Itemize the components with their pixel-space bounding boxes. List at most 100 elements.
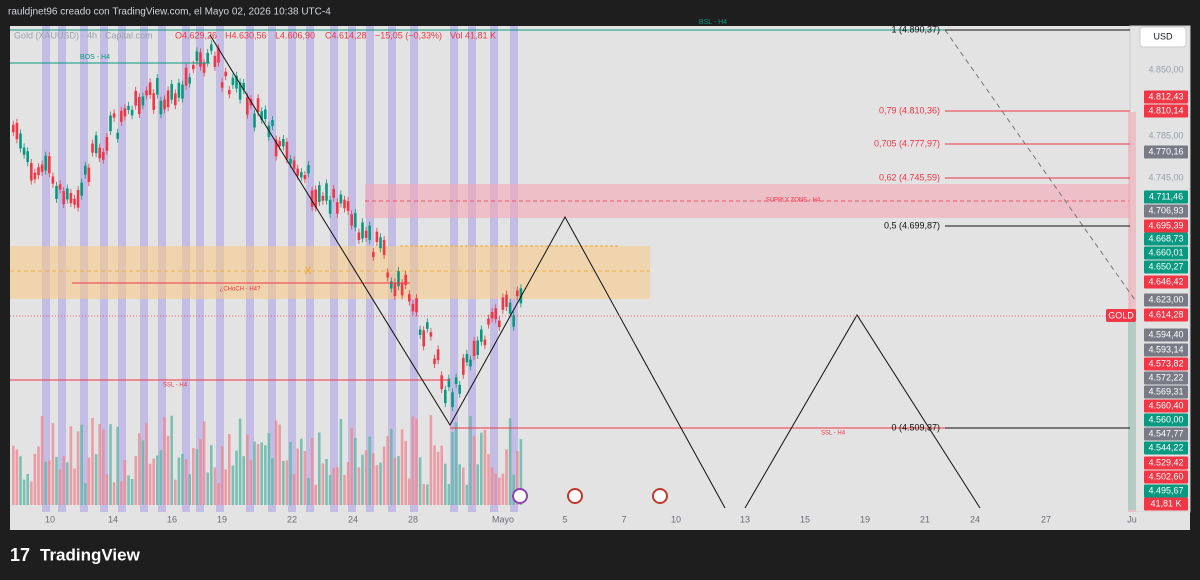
candle: [382, 239, 386, 255]
candle: [426, 322, 429, 329]
price-tag-bg: [1144, 399, 1188, 413]
volume-bar: [192, 448, 195, 505]
candle: [253, 113, 256, 128]
volume-bar: [375, 465, 379, 505]
volume-bar: [508, 418, 512, 505]
volume-bar: [238, 418, 242, 505]
candle: [386, 272, 389, 278]
currency-button[interactable]: [1139, 26, 1187, 48]
candle: [134, 90, 137, 106]
candle: [354, 213, 357, 228]
time-label: 13: [740, 514, 750, 524]
price-tag: 41,81 K: [1150, 498, 1181, 508]
time-label: 19: [860, 514, 870, 524]
fib-label: 1 (4.890,37): [891, 24, 940, 34]
symbol-tag: GOLD: [1108, 310, 1134, 320]
candle: [440, 375, 443, 390]
volume-bar: [343, 474, 346, 505]
price-tag-bg: [1144, 219, 1188, 233]
price-tag-bg: [1144, 275, 1188, 289]
candle: [238, 82, 242, 100]
fib-label: 0 (4.509,37): [891, 422, 940, 432]
candle: [51, 176, 55, 184]
volume-bar: [462, 467, 465, 505]
volume-bar: [519, 439, 523, 505]
price-tag: 4.706,93: [1148, 205, 1183, 215]
candle: [314, 189, 317, 208]
candle: [278, 140, 281, 147]
candle: [292, 160, 296, 169]
candle: [404, 274, 407, 286]
volume-bar: [134, 455, 137, 505]
fib-label: 0,705 (4.777,97): [874, 138, 940, 148]
volume-bar: [336, 467, 339, 505]
volume-bar: [271, 458, 274, 505]
legend-low: L4.606,90: [275, 30, 315, 40]
supply-label: SUPPLY ZONE - H4: [766, 198, 821, 204]
candle: [393, 282, 397, 297]
volume-bar: [411, 416, 415, 505]
time-label: Ju: [1127, 514, 1137, 524]
volume-bar: [152, 458, 155, 505]
candle: [505, 294, 508, 307]
volume-bar: [426, 484, 429, 505]
volume-bar: [66, 462, 69, 505]
candle: [318, 185, 321, 202]
candle: [361, 222, 364, 239]
candle: [364, 230, 368, 238]
volume-bar: [379, 462, 382, 505]
price-tag-bg: [1144, 232, 1188, 246]
volume-bar: [166, 435, 170, 505]
candle: [199, 52, 202, 67]
volume-bar: [289, 442, 292, 505]
volume-bar: [300, 438, 303, 505]
volume-bar: [368, 436, 371, 505]
candle: [123, 108, 127, 117]
volume-bar: [253, 441, 256, 505]
price-tag: 4.646,42: [1148, 276, 1183, 286]
candle: [375, 231, 379, 242]
candle: [66, 188, 69, 200]
candle: [91, 143, 94, 153]
candle: [246, 97, 249, 115]
candle: [516, 290, 519, 297]
volume-bar: [195, 448, 199, 505]
candle: [174, 93, 177, 106]
volume-bar: [418, 457, 422, 505]
candle: [40, 164, 44, 172]
price-tag: 4.593,14: [1148, 344, 1183, 354]
candle: [458, 384, 461, 394]
candle: [202, 63, 206, 73]
volume-bar: [397, 456, 400, 505]
volume-bar: [177, 457, 181, 505]
volume-bar: [231, 465, 235, 505]
price-tag: 4.770,16: [1148, 146, 1183, 156]
volume-bar: [310, 438, 314, 505]
time-label: 22: [287, 514, 297, 524]
candle: [271, 120, 274, 127]
volume-bar: [512, 474, 515, 505]
volume-bar: [274, 420, 278, 505]
candle: [325, 183, 328, 201]
price-tag-bg: [1144, 456, 1188, 470]
candle: [15, 122, 19, 140]
volume-bar: [307, 478, 310, 505]
volume-bar: [382, 446, 386, 505]
volume-bar: [235, 450, 238, 505]
volume-bar: [80, 424, 83, 505]
price-tag-bg: [1144, 484, 1188, 498]
candle: [98, 147, 101, 159]
candle: [282, 138, 285, 147]
price-tag-bg: [1144, 308, 1188, 322]
event-icon: [652, 488, 668, 504]
volume-bar: [303, 450, 307, 505]
candle: [336, 202, 339, 214]
price-tag: 4.614,28: [1148, 309, 1183, 319]
time-label: Mayo: [492, 514, 514, 524]
volume-bar: [483, 429, 487, 505]
candle: [487, 318, 490, 325]
volume-bar: [112, 482, 116, 505]
volume-bar: [505, 449, 508, 505]
volume-bar: [116, 426, 119, 505]
price-tag: 4.650,27: [1148, 261, 1183, 271]
